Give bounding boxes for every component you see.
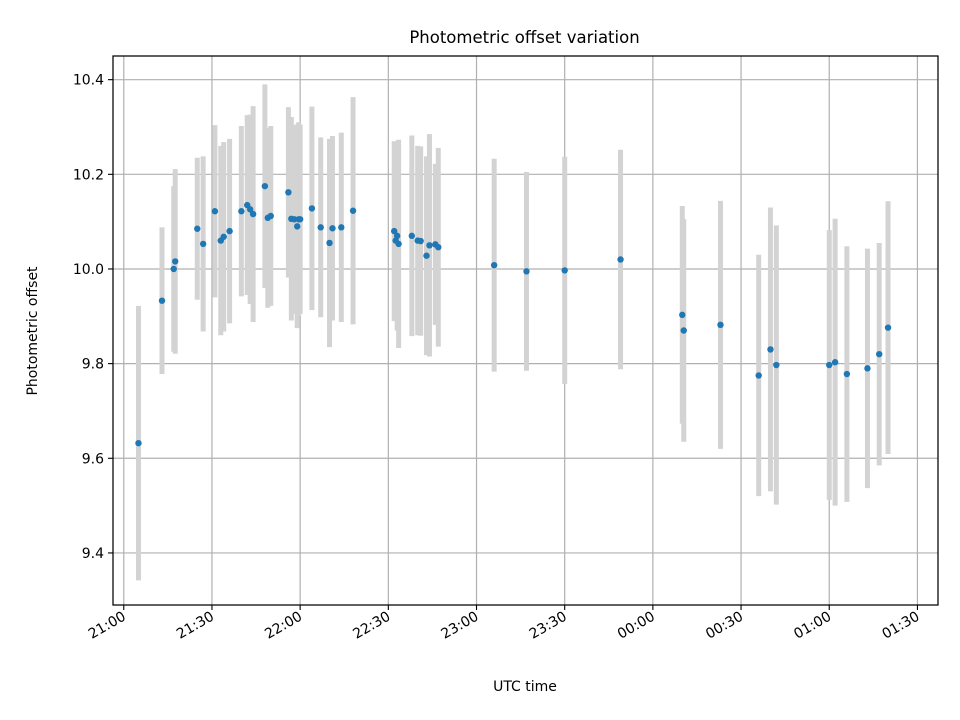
- data-point: [417, 237, 424, 245]
- data-point: [755, 372, 762, 379]
- y-axis-label: Photometric offset: [25, 266, 41, 396]
- data-point: [194, 225, 201, 232]
- data-point: [679, 311, 686, 319]
- data-point: [395, 240, 402, 248]
- data-point: [246, 206, 254, 213]
- data-point: [876, 350, 883, 358]
- data-point: [843, 370, 851, 378]
- data-point: [261, 182, 269, 190]
- data-point: [523, 268, 530, 275]
- x-tick-label: 23:00: [439, 609, 482, 643]
- data-point: [220, 233, 227, 240]
- data-point: [238, 208, 245, 215]
- data-point: [172, 258, 179, 265]
- y-tick-label: 10.2: [73, 167, 104, 183]
- data-point: [617, 256, 624, 263]
- data-point: [291, 216, 298, 223]
- y-tick-label: 10.4: [73, 73, 104, 89]
- data-point: [717, 321, 724, 329]
- x-tick-label: 00:30: [703, 609, 746, 643]
- x-axis-ticks: 21:00 21:30 22:00 22:30 23:00 23:30 00:00 00:30…: [86, 605, 922, 643]
- data-point: [294, 223, 301, 230]
- data-point: [211, 208, 219, 215]
- data-point: [435, 244, 442, 251]
- data-point: [884, 324, 892, 331]
- data-point: [831, 359, 839, 366]
- x-tick-label: 21:30: [174, 609, 217, 643]
- data-point: [170, 265, 177, 273]
- data-point: [158, 297, 166, 304]
- y-tick-label: 9.4: [82, 546, 104, 562]
- data-point: [393, 232, 401, 240]
- y-tick-label: 9.8: [82, 357, 104, 373]
- data-point: [864, 365, 871, 372]
- data-point: [767, 346, 774, 353]
- x-tick-label: 21:00: [86, 609, 129, 643]
- error-bars: [135, 84, 891, 581]
- data-point: [826, 361, 833, 369]
- x-tick-label: 00:00: [615, 609, 658, 643]
- data-point: [561, 267, 568, 274]
- y-tick-label: 9.6: [82, 451, 104, 467]
- data-point: [267, 212, 274, 220]
- y-tick-label: 10.0: [73, 262, 104, 278]
- data-point: [249, 210, 257, 218]
- data-point: [285, 189, 292, 196]
- plot-frame: [112, 55, 939, 606]
- data-point: [317, 224, 324, 231]
- data-point: [426, 242, 433, 249]
- data-point: [773, 361, 780, 369]
- data-point: [326, 239, 333, 247]
- data-point: [226, 227, 233, 235]
- data-point: [391, 227, 398, 235]
- x-tick-label: 01:00: [791, 609, 834, 643]
- data-point: [329, 225, 336, 232]
- data-point: [490, 261, 498, 269]
- data-points: [135, 182, 892, 447]
- x-tick-label: 23:30: [527, 609, 570, 643]
- data-point: [680, 327, 687, 334]
- data-point: [135, 439, 142, 447]
- x-tick-label: 22:30: [350, 609, 393, 643]
- x-tick-label: 22:00: [262, 609, 305, 643]
- y-axis-ticks: 9.4 9.6 9.8 10.0 10.2 10.4: [73, 73, 113, 562]
- data-point: [408, 232, 416, 240]
- data-point: [349, 207, 357, 214]
- data-point: [423, 252, 430, 259]
- x-axis-label: UTC time: [493, 679, 557, 695]
- chart-title: Photometric offset variation: [409, 28, 639, 47]
- x-tick-label: 01:30: [879, 609, 922, 643]
- data-point: [338, 224, 345, 231]
- data-point: [296, 216, 304, 223]
- data-point: [308, 205, 316, 212]
- data-point: [199, 240, 207, 248]
